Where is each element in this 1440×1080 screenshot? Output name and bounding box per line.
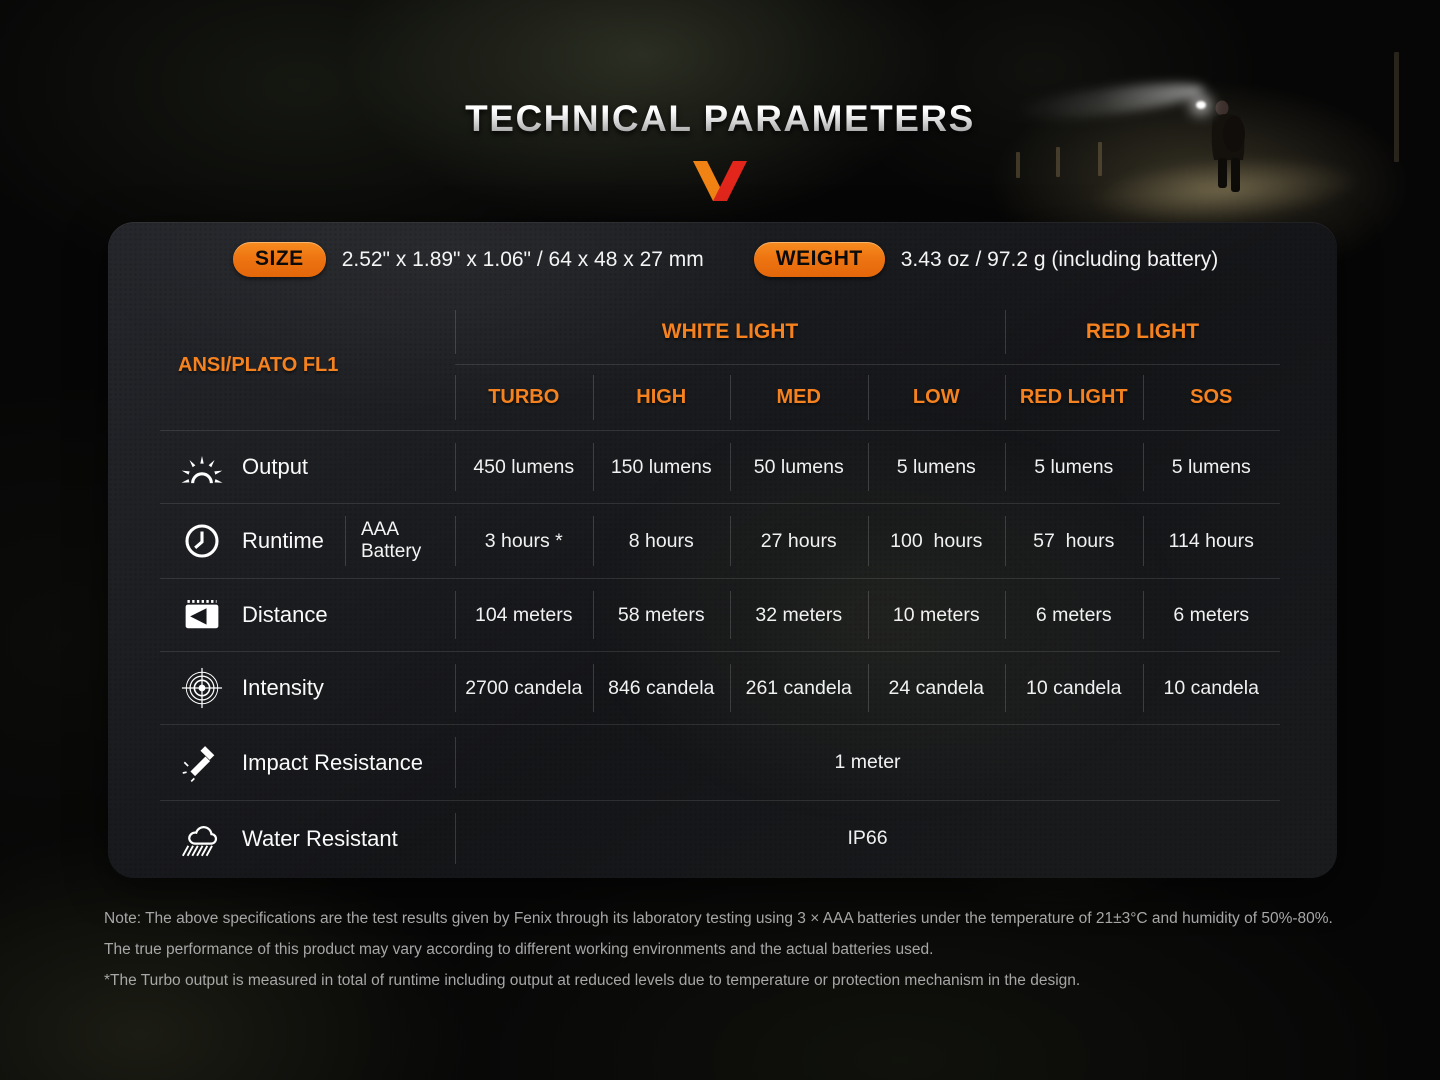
size-badge: SIZE [233,242,326,277]
fence-post [1056,147,1060,177]
fence-post [1016,152,1020,178]
row-label-text: Impact Resistance [242,749,423,775]
row-label-impact: Impact Resistance [160,724,455,800]
runtime-med: 27 hours [730,503,868,578]
output-redlight: 5 lumens [1005,430,1143,503]
row-label-text: Output [242,454,309,479]
row-label-intensity: Intensity [160,651,455,724]
output-high: 150 lumens [592,430,730,503]
mode-header-sos: SOS [1142,365,1281,430]
footnote-turbo: *The Turbo output is measured in total o… [104,972,1081,989]
runtime-turbo: 3 hours * [455,503,593,578]
row-label-output: Output [160,430,455,503]
output-low: 5 lumens [867,430,1005,503]
battery-type-note: AAA Battery [345,504,455,578]
output-sos: 5 lumens [1142,430,1280,503]
weight-value: 3.43 oz / 97.2 g (including battery) [900,247,1219,271]
hammer-icon [178,743,226,783]
intensity-high: 846 candela [592,651,730,724]
size-weight-row: SIZE 2.52" x 1.89" x 1.06" / 64 x 48 x 2… [233,242,1218,277]
footnotes: Note: The above specifications are the t… [104,903,1339,996]
spec-table: ANSI/PLATO FL1 WHITE LIGHT RED LIGHT TUR… [160,300,1280,876]
water-value: IP66 [455,800,1280,876]
mode-header-high: HIGH [592,365,731,430]
impact-value: 1 meter [455,724,1280,800]
hiker-silhouette [1206,100,1254,201]
spec-panel: SIZE 2.52" x 1.89" x 1.06" / 64 x 48 x 2… [108,222,1337,878]
output-turbo: 450 lumens [455,430,593,503]
output-med: 50 lumens [730,430,868,503]
distance-high: 58 meters [592,578,730,651]
headlamp-glow [1196,101,1206,109]
intensity-redlight: 10 candela [1005,651,1143,724]
fence-post [1098,142,1102,176]
row-label-text: Intensity [242,675,324,700]
distance-redlight: 6 meters [1005,578,1143,651]
row-label-text: Distance [242,602,328,627]
distance-sos: 6 meters [1142,578,1280,651]
chevron-down-icon [693,161,747,206]
runtime-redlight: 57 hours [1005,503,1143,578]
row-label-text: Runtime [242,528,324,553]
clock-icon [178,521,226,561]
rain-cloud-icon [178,819,226,858]
intensity-sos: 10 candela [1142,651,1280,724]
runtime-high: 8 hours [592,503,730,578]
sunburst-icon [178,448,226,486]
group-header-white-light: WHITE LIGHT [455,300,1005,365]
page-title: TECHNICAL PARAMETERS [0,98,1440,140]
mode-header-med: MED [730,365,868,430]
row-label-water: Water Resistant [160,800,455,876]
mode-header-turbo: TURBO [455,365,593,430]
group-header-red-light: RED LIGHT [1005,300,1280,365]
weight-group: WEIGHT 3.43 oz / 97.2 g (including batte… [753,242,1219,277]
footnote-lab-conditions: Note: The above specifications are the t… [104,910,1333,958]
intensity-low: 24 candela [867,651,1005,724]
distance-med: 32 meters [730,578,868,651]
weight-badge: WEIGHT [753,242,885,277]
distance-low: 10 meters [867,578,1005,651]
runtime-low: 100 hours [867,503,1005,578]
mode-header-red-light: RED LIGHT [1005,365,1143,430]
intensity-turbo: 2700 candela [455,651,593,724]
size-value: 2.52" x 1.89" x 1.06" / 64 x 48 x 27 mm [341,247,704,271]
fence-post [1394,52,1399,162]
mode-header-low: LOW [867,365,1006,430]
target-icon [178,667,226,709]
row-label-distance: Distance [160,578,455,651]
intensity-med: 261 candela [730,651,868,724]
row-label-runtime: Runtime AAA Battery [160,503,455,578]
runtime-sos: 114 hours [1142,503,1280,578]
beam-distance-icon [178,597,226,634]
row-label-text: Water Resistant [242,825,398,851]
standard-label: ANSI/PLATO FL1 [178,353,339,376]
distance-turbo: 104 meters [455,578,593,651]
